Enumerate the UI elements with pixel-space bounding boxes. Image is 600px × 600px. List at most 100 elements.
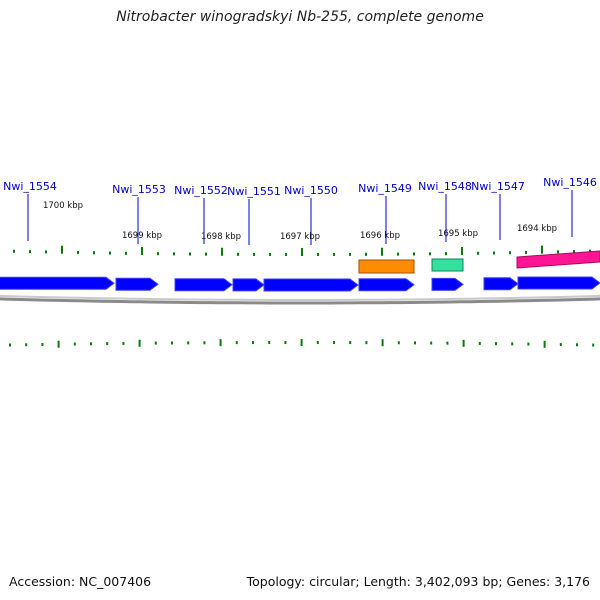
scale-label: 1696 kbp: [360, 231, 400, 241]
outer-tick: [29, 250, 31, 254]
inner-tick: [171, 341, 173, 345]
inner-tick: [90, 342, 92, 346]
outer-scale-ticks: [13, 245, 591, 256]
backbone-line: [0, 297, 600, 305]
inner-tick: [559, 343, 562, 347]
inner-tick: [414, 341, 416, 345]
gene-arrow: [115, 277, 159, 291]
inner-tick: [57, 340, 60, 348]
outer-tick: [253, 252, 255, 256]
topology-text: Topology: circular; Length: 3,402,093 bp…: [246, 574, 590, 589]
inner-tick: [333, 341, 335, 345]
gene-arrow: [0, 276, 115, 290]
gene-block-orange: [358, 259, 415, 274]
outer-tick: [317, 252, 319, 256]
gene-label: Nwi_1549: [358, 182, 412, 195]
outer-tick: [541, 245, 543, 254]
scale-label: 1694 kbp: [517, 224, 557, 234]
gene-block-teal: [431, 258, 464, 272]
inner-tick: [478, 341, 481, 345]
outer-tick: [365, 252, 367, 256]
feature-track: [0, 250, 600, 292]
inner-tick: [543, 340, 546, 348]
scale-label: 1699 kbp: [122, 231, 162, 241]
outer-tick: [301, 247, 303, 256]
inner-tick: [316, 341, 319, 345]
outer-tick: [333, 252, 335, 256]
outer-tick: [189, 252, 191, 256]
outer-tick: [269, 252, 271, 256]
outer-tick: [525, 250, 527, 254]
inner-tick: [25, 343, 28, 347]
outer-tick: [125, 251, 127, 255]
gene-label: Nwi_1547: [471, 180, 525, 193]
inner-tick: [252, 341, 254, 345]
gene-label: Nwi_1548: [418, 180, 472, 193]
outer-tick: [109, 251, 111, 255]
inner-tick: [219, 339, 222, 347]
gene-arrow: [431, 277, 464, 291]
inner-tick: [430, 341, 433, 345]
scale-label: 1697 kbp: [280, 232, 320, 242]
inner-tick: [41, 342, 44, 346]
backbone: [0, 294, 600, 305]
inner-tick: [495, 342, 497, 346]
inner-tick: [9, 343, 11, 347]
outer-tick: [589, 249, 591, 253]
scale-label: 1700 kbp: [43, 201, 83, 211]
gene-labels: Nwi_1554 Nwi_1553 Nwi_1552 Nwi_1551 Nwi_1550…: [3, 176, 597, 245]
gene-block-magenta: [516, 250, 600, 269]
gene-arrow: [517, 276, 600, 290]
inner-tick: [511, 342, 514, 346]
inner-tick: [203, 341, 206, 345]
genome-title: Nitrobacter winogradskyi Nb-255, complet…: [116, 9, 484, 25]
inner-tick: [235, 341, 238, 345]
gene-label: Nwi_1550: [284, 184, 338, 197]
gene-label: Nwi_1552: [174, 184, 228, 197]
outer-tick: [429, 252, 431, 256]
gene-label: Nwi_1553: [112, 183, 166, 196]
inner-tick: [154, 341, 157, 345]
outer-tick: [493, 251, 495, 255]
scale-label: 1695 kbp: [438, 229, 478, 239]
outer-tick: [45, 250, 47, 254]
outer-tick: [445, 252, 447, 256]
inner-tick: [365, 341, 368, 345]
inner-tick: [187, 341, 190, 345]
outer-tick: [13, 249, 15, 253]
inner-tick: [576, 343, 578, 347]
outer-tick: [397, 252, 399, 256]
outer-tick: [509, 251, 511, 255]
gene-arrow: [483, 277, 519, 291]
inner-tick: [300, 339, 303, 347]
inner-tick: [284, 341, 287, 345]
inner-tick: [106, 342, 109, 346]
outer-tick: [285, 252, 287, 256]
outer-tick: [221, 247, 223, 256]
outer-tick: [461, 246, 463, 255]
outer-tick: [573, 249, 575, 253]
accession-text: Accession: NC_007406: [9, 574, 152, 589]
gene-arrow: [263, 278, 359, 292]
outer-tick: [173, 252, 175, 256]
inner-tick: [381, 339, 384, 347]
outer-tick: [141, 247, 143, 256]
outer-tick: [237, 252, 239, 256]
scale-labels: 1700 kbp 1699 kbp 1698 kbp 1697 kbp 1696 kbp…: [43, 201, 557, 242]
inner-tick: [138, 339, 141, 347]
gene-label: Nwi_1551: [227, 185, 281, 198]
outer-tick: [77, 251, 79, 255]
inner-tick: [397, 341, 400, 345]
inner-tick: [122, 341, 125, 345]
inner-tick: [349, 341, 352, 345]
outer-tick: [477, 251, 479, 255]
gene-arrow: [232, 278, 265, 292]
outer-tick: [61, 245, 63, 254]
outer-tick: [157, 252, 159, 256]
gene-arrow: [174, 278, 233, 292]
outer-tick: [205, 252, 207, 256]
inner-tick: [73, 342, 76, 346]
outer-tick: [93, 251, 95, 255]
outer-tick: [413, 252, 415, 256]
